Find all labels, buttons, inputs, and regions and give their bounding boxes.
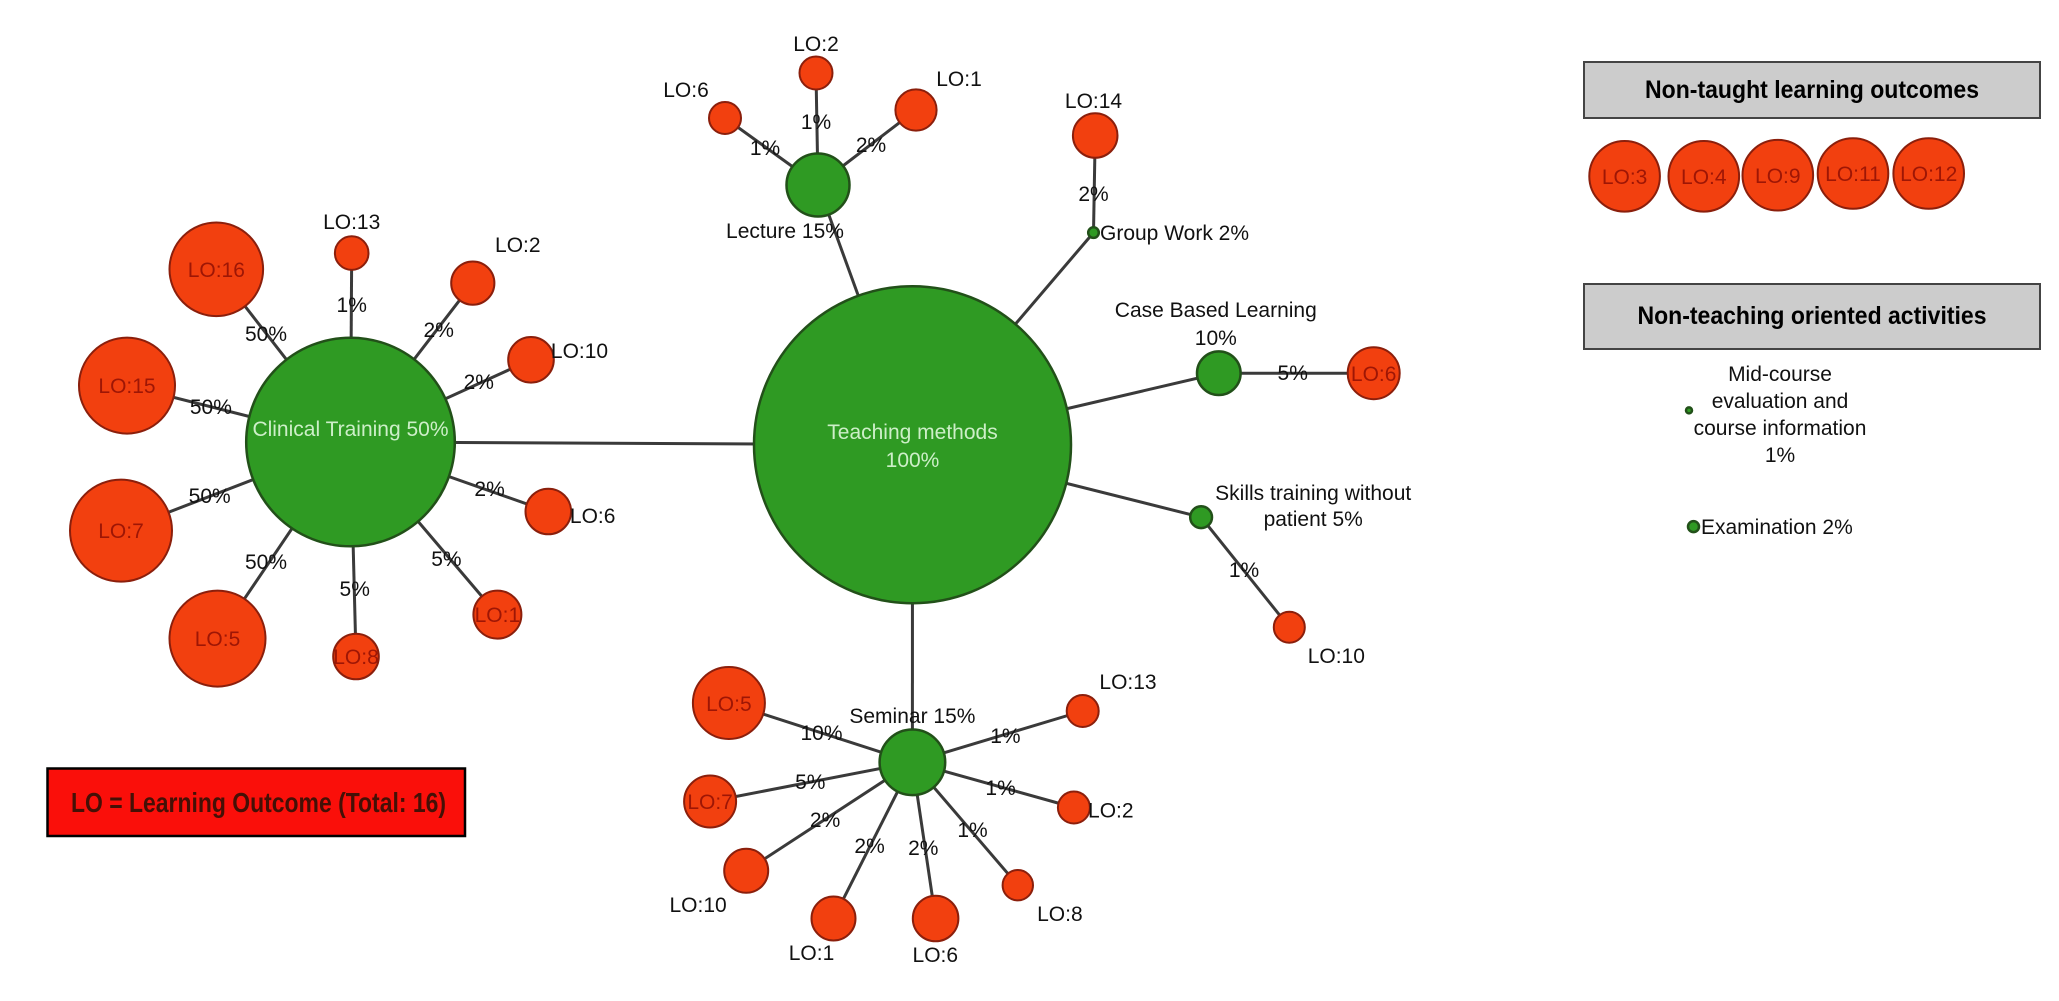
svg-text:LO:9: LO:9: [1755, 165, 1801, 188]
svg-text:1%: 1%: [1765, 444, 1795, 467]
svg-text:LO:2: LO:2: [793, 33, 839, 56]
svg-text:LO:1: LO:1: [475, 604, 521, 627]
svg-text:50%: 50%: [245, 323, 287, 346]
svg-text:LO:10: LO:10: [551, 340, 608, 363]
svg-text:2%: 2%: [810, 809, 840, 832]
svg-text:100%: 100%: [886, 449, 940, 472]
svg-text:LO:8: LO:8: [333, 646, 379, 669]
svg-text:LO:1: LO:1: [789, 942, 835, 965]
svg-text:Case Based Learning: Case Based Learning: [1115, 299, 1317, 322]
svg-text:2%: 2%: [474, 478, 504, 501]
svg-text:Mid-course: Mid-course: [1728, 363, 1832, 386]
svg-text:1%: 1%: [990, 725, 1020, 748]
svg-text:LO:11: LO:11: [1825, 163, 1881, 186]
svg-text:LO:13: LO:13: [1099, 671, 1156, 694]
svg-text:5%: 5%: [1278, 362, 1308, 385]
svg-text:LO:6: LO:6: [570, 505, 616, 528]
svg-text:1%: 1%: [801, 111, 831, 134]
svg-text:10%: 10%: [800, 722, 842, 745]
svg-text:Skills training without: Skills training without: [1215, 482, 1411, 505]
svg-text:LO:6: LO:6: [913, 944, 959, 967]
svg-text:LO:6: LO:6: [1351, 363, 1397, 386]
svg-text:1%: 1%: [1229, 559, 1259, 582]
svg-text:Non-taught learning outcomes: Non-taught learning outcomes: [1645, 76, 1979, 104]
svg-text:LO = Learning Outcome (Total:: LO = Learning Outcome (Total: 16): [71, 787, 446, 818]
svg-text:2%: 2%: [854, 835, 884, 858]
svg-text:Examination 2%: Examination 2%: [1701, 516, 1853, 539]
svg-text:course information: course information: [1694, 417, 1867, 440]
svg-text:LO:15: LO:15: [98, 375, 155, 398]
svg-text:Group Work 2%: Group Work 2%: [1100, 222, 1249, 245]
svg-text:LO:16: LO:16: [188, 259, 245, 282]
svg-text:50%: 50%: [245, 551, 287, 574]
svg-text:LO:7: LO:7: [98, 520, 144, 543]
svg-text:LO:7: LO:7: [687, 791, 733, 814]
svg-text:LO:14: LO:14: [1065, 90, 1123, 113]
svg-text:2%: 2%: [464, 371, 494, 394]
svg-text:LO:8: LO:8: [1037, 903, 1083, 926]
svg-text:LO:10: LO:10: [1308, 645, 1365, 668]
svg-text:patient 5%: patient 5%: [1264, 508, 1363, 531]
svg-text:2%: 2%: [1078, 183, 1108, 206]
svg-text:1%: 1%: [750, 137, 780, 160]
svg-text:LO:3: LO:3: [1602, 166, 1648, 189]
svg-text:50%: 50%: [190, 396, 232, 419]
svg-text:LO:4: LO:4: [1681, 166, 1727, 189]
svg-text:LO:5: LO:5: [195, 628, 241, 651]
svg-text:5%: 5%: [795, 771, 825, 794]
svg-text:Non-teaching oriented activiti: Non-teaching oriented activities: [1638, 302, 1987, 330]
svg-text:10%: 10%: [1195, 327, 1237, 350]
svg-text:2%: 2%: [424, 319, 454, 342]
svg-text:5%: 5%: [340, 578, 370, 601]
svg-text:LO:2: LO:2: [495, 234, 541, 257]
svg-text:Teaching methods: Teaching methods: [827, 421, 997, 444]
svg-text:5%: 5%: [431, 548, 461, 571]
svg-text:50%: 50%: [189, 485, 231, 508]
svg-text:LO:1: LO:1: [936, 68, 982, 91]
svg-text:Lecture 15%: Lecture 15%: [726, 220, 844, 243]
svg-text:LO:2: LO:2: [1088, 799, 1134, 822]
svg-text:1%: 1%: [337, 294, 367, 317]
svg-text:LO:10: LO:10: [669, 894, 726, 917]
svg-text:2%: 2%: [908, 837, 938, 860]
svg-text:LO:13: LO:13: [323, 211, 380, 234]
svg-text:1%: 1%: [957, 819, 987, 842]
svg-text:LO:6: LO:6: [663, 79, 709, 102]
svg-text:2%: 2%: [856, 134, 886, 157]
svg-text:LO:12: LO:12: [1900, 163, 1957, 186]
svg-text:Clinical Training 50%: Clinical Training 50%: [252, 418, 448, 441]
svg-text:evaluation and: evaluation and: [1712, 390, 1849, 413]
svg-text:LO:5: LO:5: [706, 693, 752, 716]
svg-text:1%: 1%: [985, 777, 1015, 800]
svg-text:Seminar 15%: Seminar 15%: [849, 705, 975, 728]
